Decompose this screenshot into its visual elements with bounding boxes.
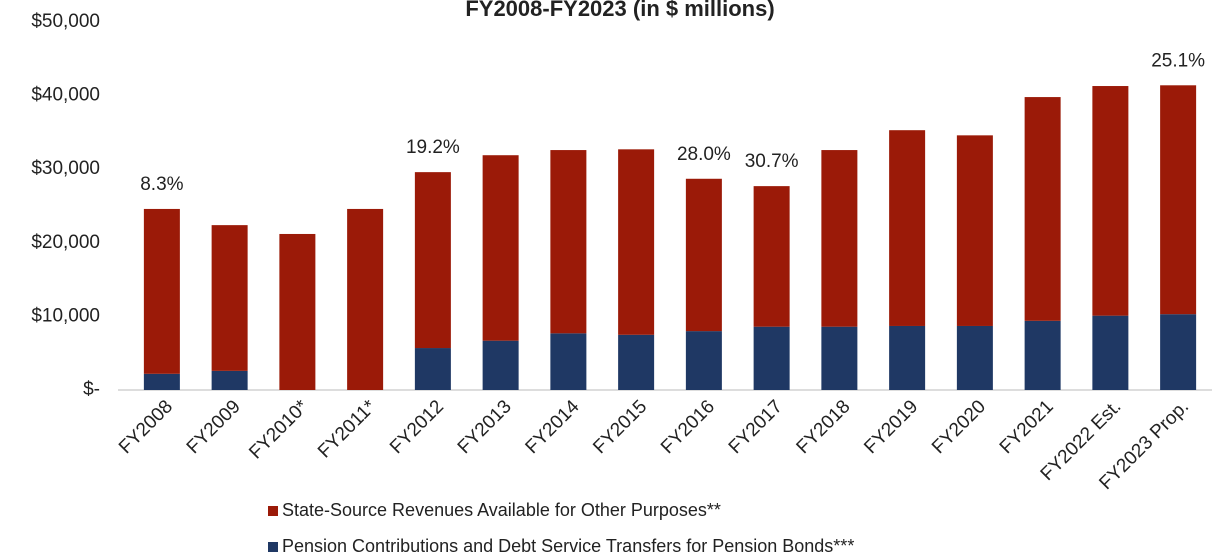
annotation: 28.0%	[677, 144, 731, 165]
bar-segment	[821, 326, 858, 390]
bar-segment	[1024, 320, 1061, 390]
bar-segment	[414, 172, 451, 349]
legend-label: Pension Contributions and Debt Service T…	[282, 536, 854, 554]
x-tick-label: FY2011*	[314, 396, 381, 463]
bar-segment	[482, 155, 519, 341]
x-tick-label: FY2019	[860, 396, 922, 458]
bar-segment	[685, 178, 722, 332]
bar-segment	[1160, 314, 1197, 390]
bar-segment	[1160, 85, 1197, 315]
x-tick-label: FY2012	[386, 396, 448, 458]
bar-segment	[1024, 97, 1061, 321]
bar-segment	[685, 331, 722, 390]
bar-segment	[956, 135, 993, 326]
bar-segment	[211, 370, 248, 390]
bar-segment	[956, 325, 993, 390]
x-tick-label: FY2014	[522, 396, 584, 458]
bar-segment	[279, 233, 316, 390]
x-tick-label: FY2020	[928, 396, 990, 458]
legend-swatch	[268, 542, 278, 552]
x-tick-label: FY2009	[183, 396, 245, 458]
bar-segment	[482, 340, 519, 390]
bar-segment	[889, 130, 926, 326]
y-tick-label: $20,000	[31, 232, 100, 253]
annotation: 30.7%	[745, 151, 799, 172]
annotation: 19.2%	[406, 137, 460, 158]
chart-title: FY2008-FY2023 (in $ millions)	[465, 0, 774, 21]
bar-segment	[550, 333, 587, 390]
y-tick-label: $30,000	[31, 158, 100, 179]
bar-segment	[618, 149, 655, 335]
bar-segment	[143, 373, 180, 390]
bar-segment	[211, 225, 248, 371]
x-tick-label: FY2018	[793, 396, 855, 458]
y-tick-label: $-	[83, 379, 100, 400]
x-tick-label: FY2016	[657, 396, 719, 458]
x-tick-label: FY2021	[996, 396, 1058, 458]
x-tick-label: FY2013	[454, 396, 516, 458]
annotation: 8.3%	[140, 174, 183, 195]
legend-swatch	[268, 506, 278, 516]
bar-segment	[753, 186, 790, 327]
bar-segment	[753, 326, 790, 390]
x-tick-label: FY2015	[589, 396, 651, 458]
x-tick-label: FY2010*	[245, 396, 313, 464]
bar-segment	[550, 150, 587, 334]
bar-segment	[618, 334, 655, 390]
y-tick-label: $50,000	[31, 11, 100, 32]
legend-label: State-Source Revenues Available for Othe…	[282, 500, 721, 520]
bar-segment	[1092, 86, 1129, 316]
y-tick-label: $40,000	[31, 85, 100, 106]
bar-segment	[889, 325, 926, 390]
bar-segment	[143, 208, 180, 374]
annotation: 25.1%	[1151, 50, 1205, 71]
bar-segment	[347, 208, 384, 390]
bar-segment	[821, 150, 858, 327]
bar-segment	[1092, 315, 1129, 390]
y-tick-label: $10,000	[31, 305, 100, 326]
bar-segment	[414, 348, 451, 390]
x-tick-label: FY2017	[725, 396, 787, 458]
x-tick-label: FY2008	[115, 396, 177, 458]
